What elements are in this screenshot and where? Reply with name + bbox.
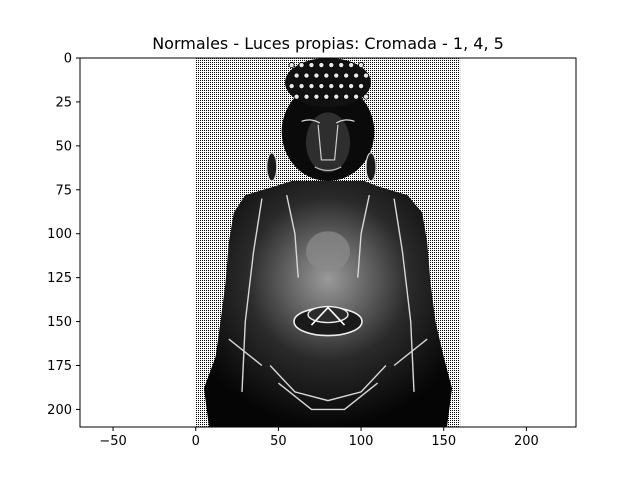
y-tick-label: 75 [55, 183, 72, 198]
y-tick-label: 100 [47, 227, 72, 242]
y-axis: 0 25 50 75 100 125 150 175 200 [47, 52, 80, 418]
x-tick-label: 150 [431, 434, 456, 449]
x-axis: −50 0 50 100 150 200 [99, 427, 539, 449]
hair-curls [288, 62, 370, 100]
robe-folds [228, 194, 428, 411]
x-tick-label: 200 [514, 434, 539, 449]
axes-frame [79, 57, 577, 428]
x-tick-label: −50 [99, 434, 126, 449]
statue-body [204, 181, 452, 427]
y-tick-label: 25 [55, 95, 72, 110]
x-tick-label: 0 [192, 434, 200, 449]
x-tick-label: 50 [270, 434, 287, 449]
y-tick-label: 200 [47, 403, 72, 418]
statue-chest [306, 231, 350, 272]
y-tick-label: 150 [47, 315, 72, 330]
statue-hands [293, 305, 363, 337]
plot-image [195, 58, 461, 427]
y-tick-label: 0 [64, 52, 72, 67]
statue-face [301, 112, 355, 173]
statue-ear-left [266, 152, 278, 182]
y-tick-label: 175 [47, 359, 72, 374]
y-tick-label: 125 [47, 271, 72, 286]
x-tick-label: 100 [349, 434, 374, 449]
y-tick-label: 50 [55, 139, 72, 154]
statue-ear-right [365, 152, 377, 182]
chart-title: Normales - Luces propias: Cromada - 1, 4… [152, 34, 504, 53]
